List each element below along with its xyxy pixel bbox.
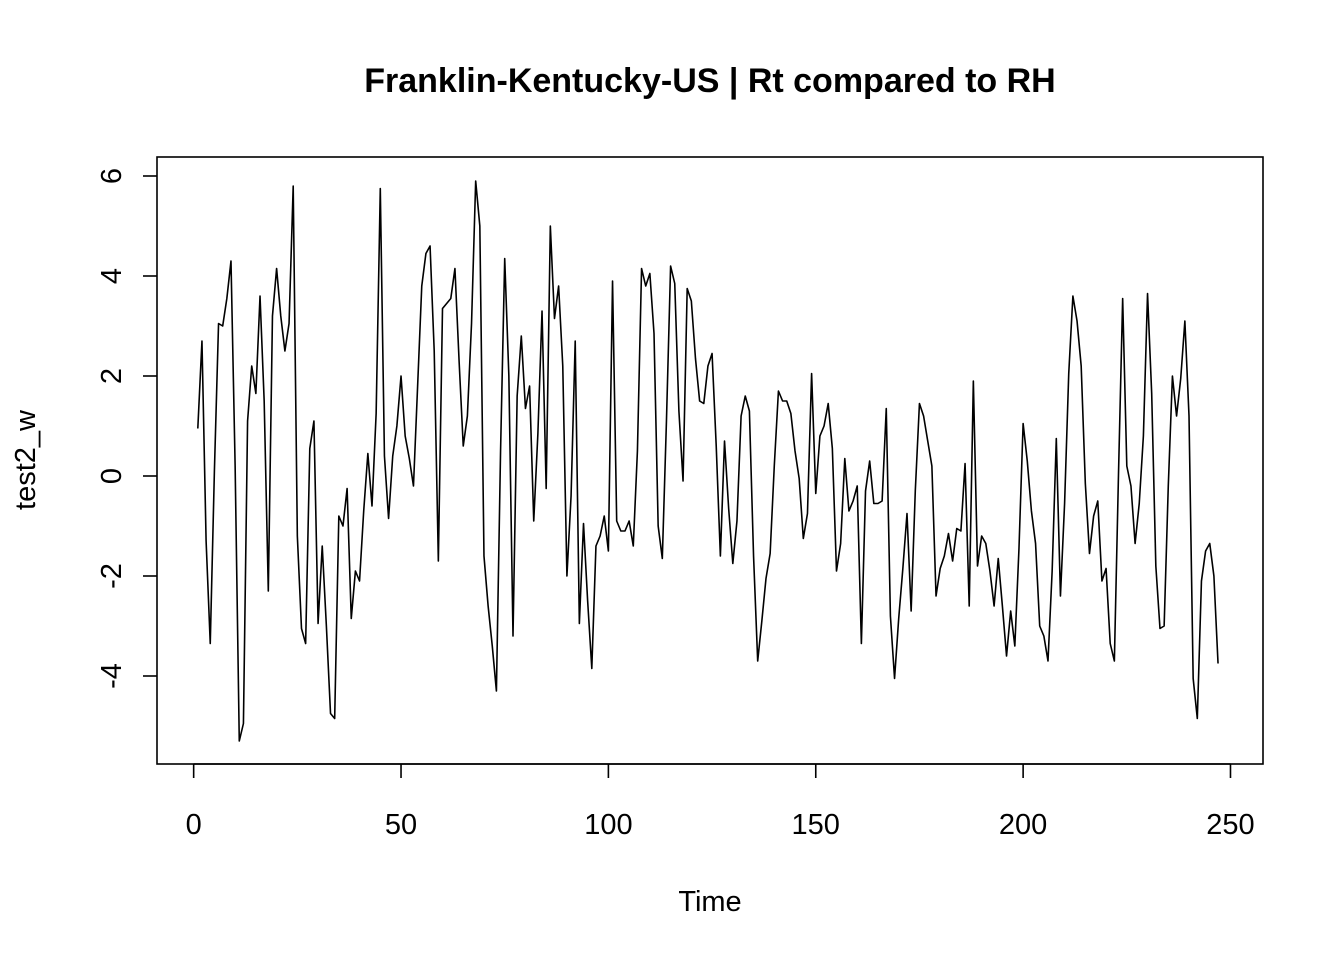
y-axis: -4 -2 0 2 4 6: [96, 168, 157, 689]
x-axis: 0 50 100 150 200 250: [186, 763, 1255, 841]
y-tick-label: -4: [96, 663, 128, 689]
chart-title: Franklin-Kentucky-US | Rt compared to RH: [364, 62, 1056, 100]
y-tick-label: 0: [96, 468, 128, 484]
x-tick-label: 150: [792, 809, 840, 841]
x-tick-label: 250: [1206, 809, 1254, 841]
x-tick-label: 200: [999, 809, 1047, 841]
series-group: [197, 180, 1219, 742]
y-tick-label: 4: [96, 268, 128, 284]
x-tick-label: 0: [186, 809, 202, 841]
y-tick-label: 2: [96, 368, 128, 384]
plot-frame: [156, 156, 1264, 765]
y-tick-label: -2: [96, 563, 128, 589]
x-tick-label: 100: [584, 809, 632, 841]
x-axis-label: Time: [678, 886, 741, 918]
x-tick-label: 50: [385, 809, 417, 841]
series-line: [197, 180, 1219, 742]
y-axis-label: test2_w: [10, 409, 42, 510]
y-tick-label: 6: [96, 168, 128, 184]
